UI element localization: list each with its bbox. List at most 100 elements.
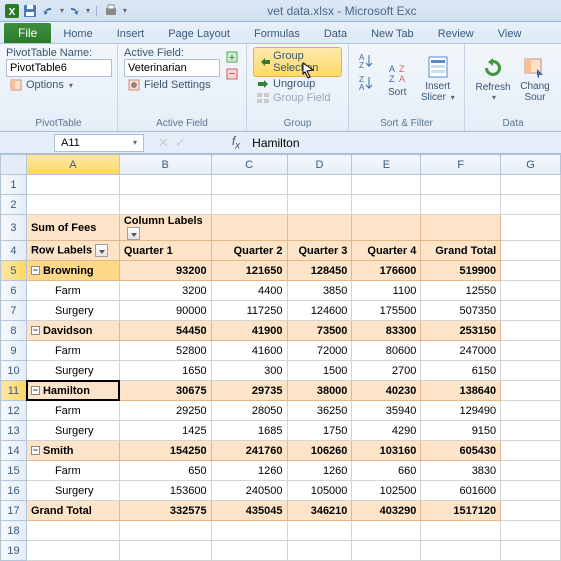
cell[interactable]: 1425 bbox=[119, 421, 211, 441]
print-preview-icon[interactable] bbox=[103, 3, 119, 19]
cell[interactable] bbox=[287, 195, 352, 215]
cell[interactable]: 35940 bbox=[352, 401, 421, 421]
row-header[interactable]: 4 bbox=[1, 241, 27, 261]
cell[interactable]: 346210 bbox=[287, 501, 352, 521]
change-source-button[interactable]: Chang Sour bbox=[515, 47, 555, 111]
cell[interactable]: 1260 bbox=[287, 461, 352, 481]
cell[interactable] bbox=[211, 541, 287, 561]
cell[interactable] bbox=[287, 215, 352, 241]
cell[interactable] bbox=[26, 521, 119, 541]
cell[interactable]: 247000 bbox=[421, 341, 501, 361]
cell[interactable]: Surgery bbox=[26, 301, 119, 321]
row-header[interactable]: 9 bbox=[1, 341, 27, 361]
cell[interactable] bbox=[421, 175, 501, 195]
cell[interactable]: 29250 bbox=[119, 401, 211, 421]
cell[interactable]: 105000 bbox=[287, 481, 352, 501]
cell[interactable]: 1517120 bbox=[421, 501, 501, 521]
cell[interactable]: 72000 bbox=[287, 341, 352, 361]
cell[interactable]: 2700 bbox=[352, 361, 421, 381]
cell[interactable]: 102500 bbox=[352, 481, 421, 501]
pivottable-name-input[interactable] bbox=[6, 59, 112, 77]
cell[interactable] bbox=[421, 215, 501, 241]
cell[interactable]: 138640 bbox=[421, 381, 501, 401]
cell[interactable]: 117250 bbox=[211, 301, 287, 321]
group-selection-button[interactable]: Group Selection bbox=[253, 47, 342, 77]
tab-home[interactable]: Home bbox=[51, 25, 104, 43]
cell[interactable]: 601600 bbox=[421, 481, 501, 501]
row-header[interactable]: 2 bbox=[1, 195, 27, 215]
cell[interactable]: 90000 bbox=[119, 301, 211, 321]
cell[interactable]: 9150 bbox=[421, 421, 501, 441]
cell[interactable]: 124600 bbox=[287, 301, 352, 321]
cell[interactable] bbox=[501, 361, 561, 381]
cell[interactable]: 660 bbox=[352, 461, 421, 481]
cell[interactable]: Quarter 1 bbox=[119, 241, 211, 261]
cell[interactable]: 1750 bbox=[287, 421, 352, 441]
cell[interactable] bbox=[501, 521, 561, 541]
cell[interactable] bbox=[211, 215, 287, 241]
name-box[interactable]: A11▾ bbox=[54, 134, 144, 152]
cell[interactable]: 403290 bbox=[352, 501, 421, 521]
cell[interactable]: 253150 bbox=[421, 321, 501, 341]
cell[interactable]: −Browning bbox=[26, 261, 119, 281]
cell[interactable] bbox=[352, 521, 421, 541]
sort-desc-icon[interactable]: ZA bbox=[355, 73, 377, 93]
row-header[interactable]: 15 bbox=[1, 461, 27, 481]
cell[interactable] bbox=[287, 521, 352, 541]
cell[interactable]: 3830 bbox=[421, 461, 501, 481]
cell[interactable]: Surgery bbox=[26, 421, 119, 441]
ungroup-button[interactable]: Ungroup bbox=[253, 77, 342, 91]
cell[interactable]: Grand Total bbox=[421, 241, 501, 261]
filter-icon[interactable] bbox=[127, 227, 140, 240]
cell[interactable]: 4400 bbox=[211, 281, 287, 301]
cell[interactable]: Farm bbox=[26, 281, 119, 301]
cell[interactable]: 6150 bbox=[421, 361, 501, 381]
cell[interactable] bbox=[26, 175, 119, 195]
cell[interactable]: 29735 bbox=[211, 381, 287, 401]
cell[interactable]: Column Labels bbox=[119, 215, 211, 241]
cell[interactable]: 41600 bbox=[211, 341, 287, 361]
cell[interactable]: 240500 bbox=[211, 481, 287, 501]
expand-field-icon[interactable]: + bbox=[224, 49, 240, 65]
cell[interactable]: −Davidson bbox=[26, 321, 119, 341]
row-header[interactable]: 14 bbox=[1, 441, 27, 461]
cell[interactable]: Quarter 2 bbox=[211, 241, 287, 261]
cell[interactable]: Row Labels bbox=[26, 241, 119, 261]
cell[interactable]: Surgery bbox=[26, 361, 119, 381]
cell[interactable] bbox=[501, 381, 561, 401]
cell[interactable]: 128450 bbox=[287, 261, 352, 281]
tab-view[interactable]: View bbox=[486, 25, 534, 43]
sort-asc-icon[interactable]: AZ bbox=[355, 51, 377, 71]
row-header[interactable]: 1 bbox=[1, 175, 27, 195]
cell[interactable] bbox=[352, 215, 421, 241]
cell[interactable]: Farm bbox=[26, 461, 119, 481]
cell[interactable] bbox=[211, 175, 287, 195]
row-header[interactable]: 18 bbox=[1, 521, 27, 541]
row-header[interactable]: 3 bbox=[1, 215, 27, 241]
cell[interactable] bbox=[501, 441, 561, 461]
cell[interactable]: 332575 bbox=[119, 501, 211, 521]
options-button[interactable]: Options▾ bbox=[6, 77, 111, 93]
cell[interactable]: Farm bbox=[26, 401, 119, 421]
active-field-input[interactable] bbox=[124, 59, 220, 77]
select-all-corner[interactable] bbox=[1, 155, 27, 175]
cell[interactable]: 38000 bbox=[287, 381, 352, 401]
cell[interactable] bbox=[501, 195, 561, 215]
row-header[interactable]: 13 bbox=[1, 421, 27, 441]
collapse-icon[interactable]: − bbox=[31, 326, 40, 335]
cell[interactable]: 30675 bbox=[119, 381, 211, 401]
cell[interactable]: Surgery bbox=[26, 481, 119, 501]
cell[interactable]: −Hamilton bbox=[26, 381, 119, 401]
insert-slicer-button[interactable]: Insert Slicer ▾ bbox=[417, 47, 458, 111]
redo-dropdown-icon[interactable]: ▾ bbox=[86, 6, 90, 15]
tab-review[interactable]: Review bbox=[426, 25, 486, 43]
formula-value[interactable]: Hamilton bbox=[252, 136, 299, 150]
cell[interactable]: 41900 bbox=[211, 321, 287, 341]
cell[interactable] bbox=[421, 541, 501, 561]
cell[interactable]: 507350 bbox=[421, 301, 501, 321]
tab-insert[interactable]: Insert bbox=[105, 25, 157, 43]
spreadsheet-grid[interactable]: ABCDEFG123Sum of FeesColumn Labels4Row L… bbox=[0, 154, 561, 561]
row-header[interactable]: 16 bbox=[1, 481, 27, 501]
cell[interactable]: 175500 bbox=[352, 301, 421, 321]
cell[interactable] bbox=[501, 461, 561, 481]
